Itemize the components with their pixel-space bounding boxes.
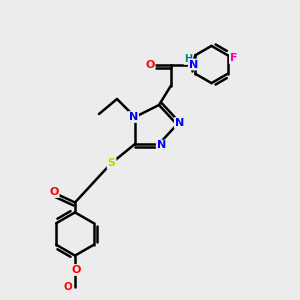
Text: H: H <box>184 54 193 64</box>
Text: O: O <box>145 59 155 70</box>
Text: F: F <box>230 53 237 63</box>
Text: O: O <box>49 187 59 197</box>
Text: N: N <box>175 118 184 128</box>
Text: N: N <box>157 140 166 151</box>
Text: O: O <box>72 265 81 275</box>
Text: S: S <box>108 158 116 169</box>
Text: N: N <box>189 59 198 70</box>
Text: N: N <box>129 112 138 122</box>
Text: O: O <box>63 281 72 292</box>
